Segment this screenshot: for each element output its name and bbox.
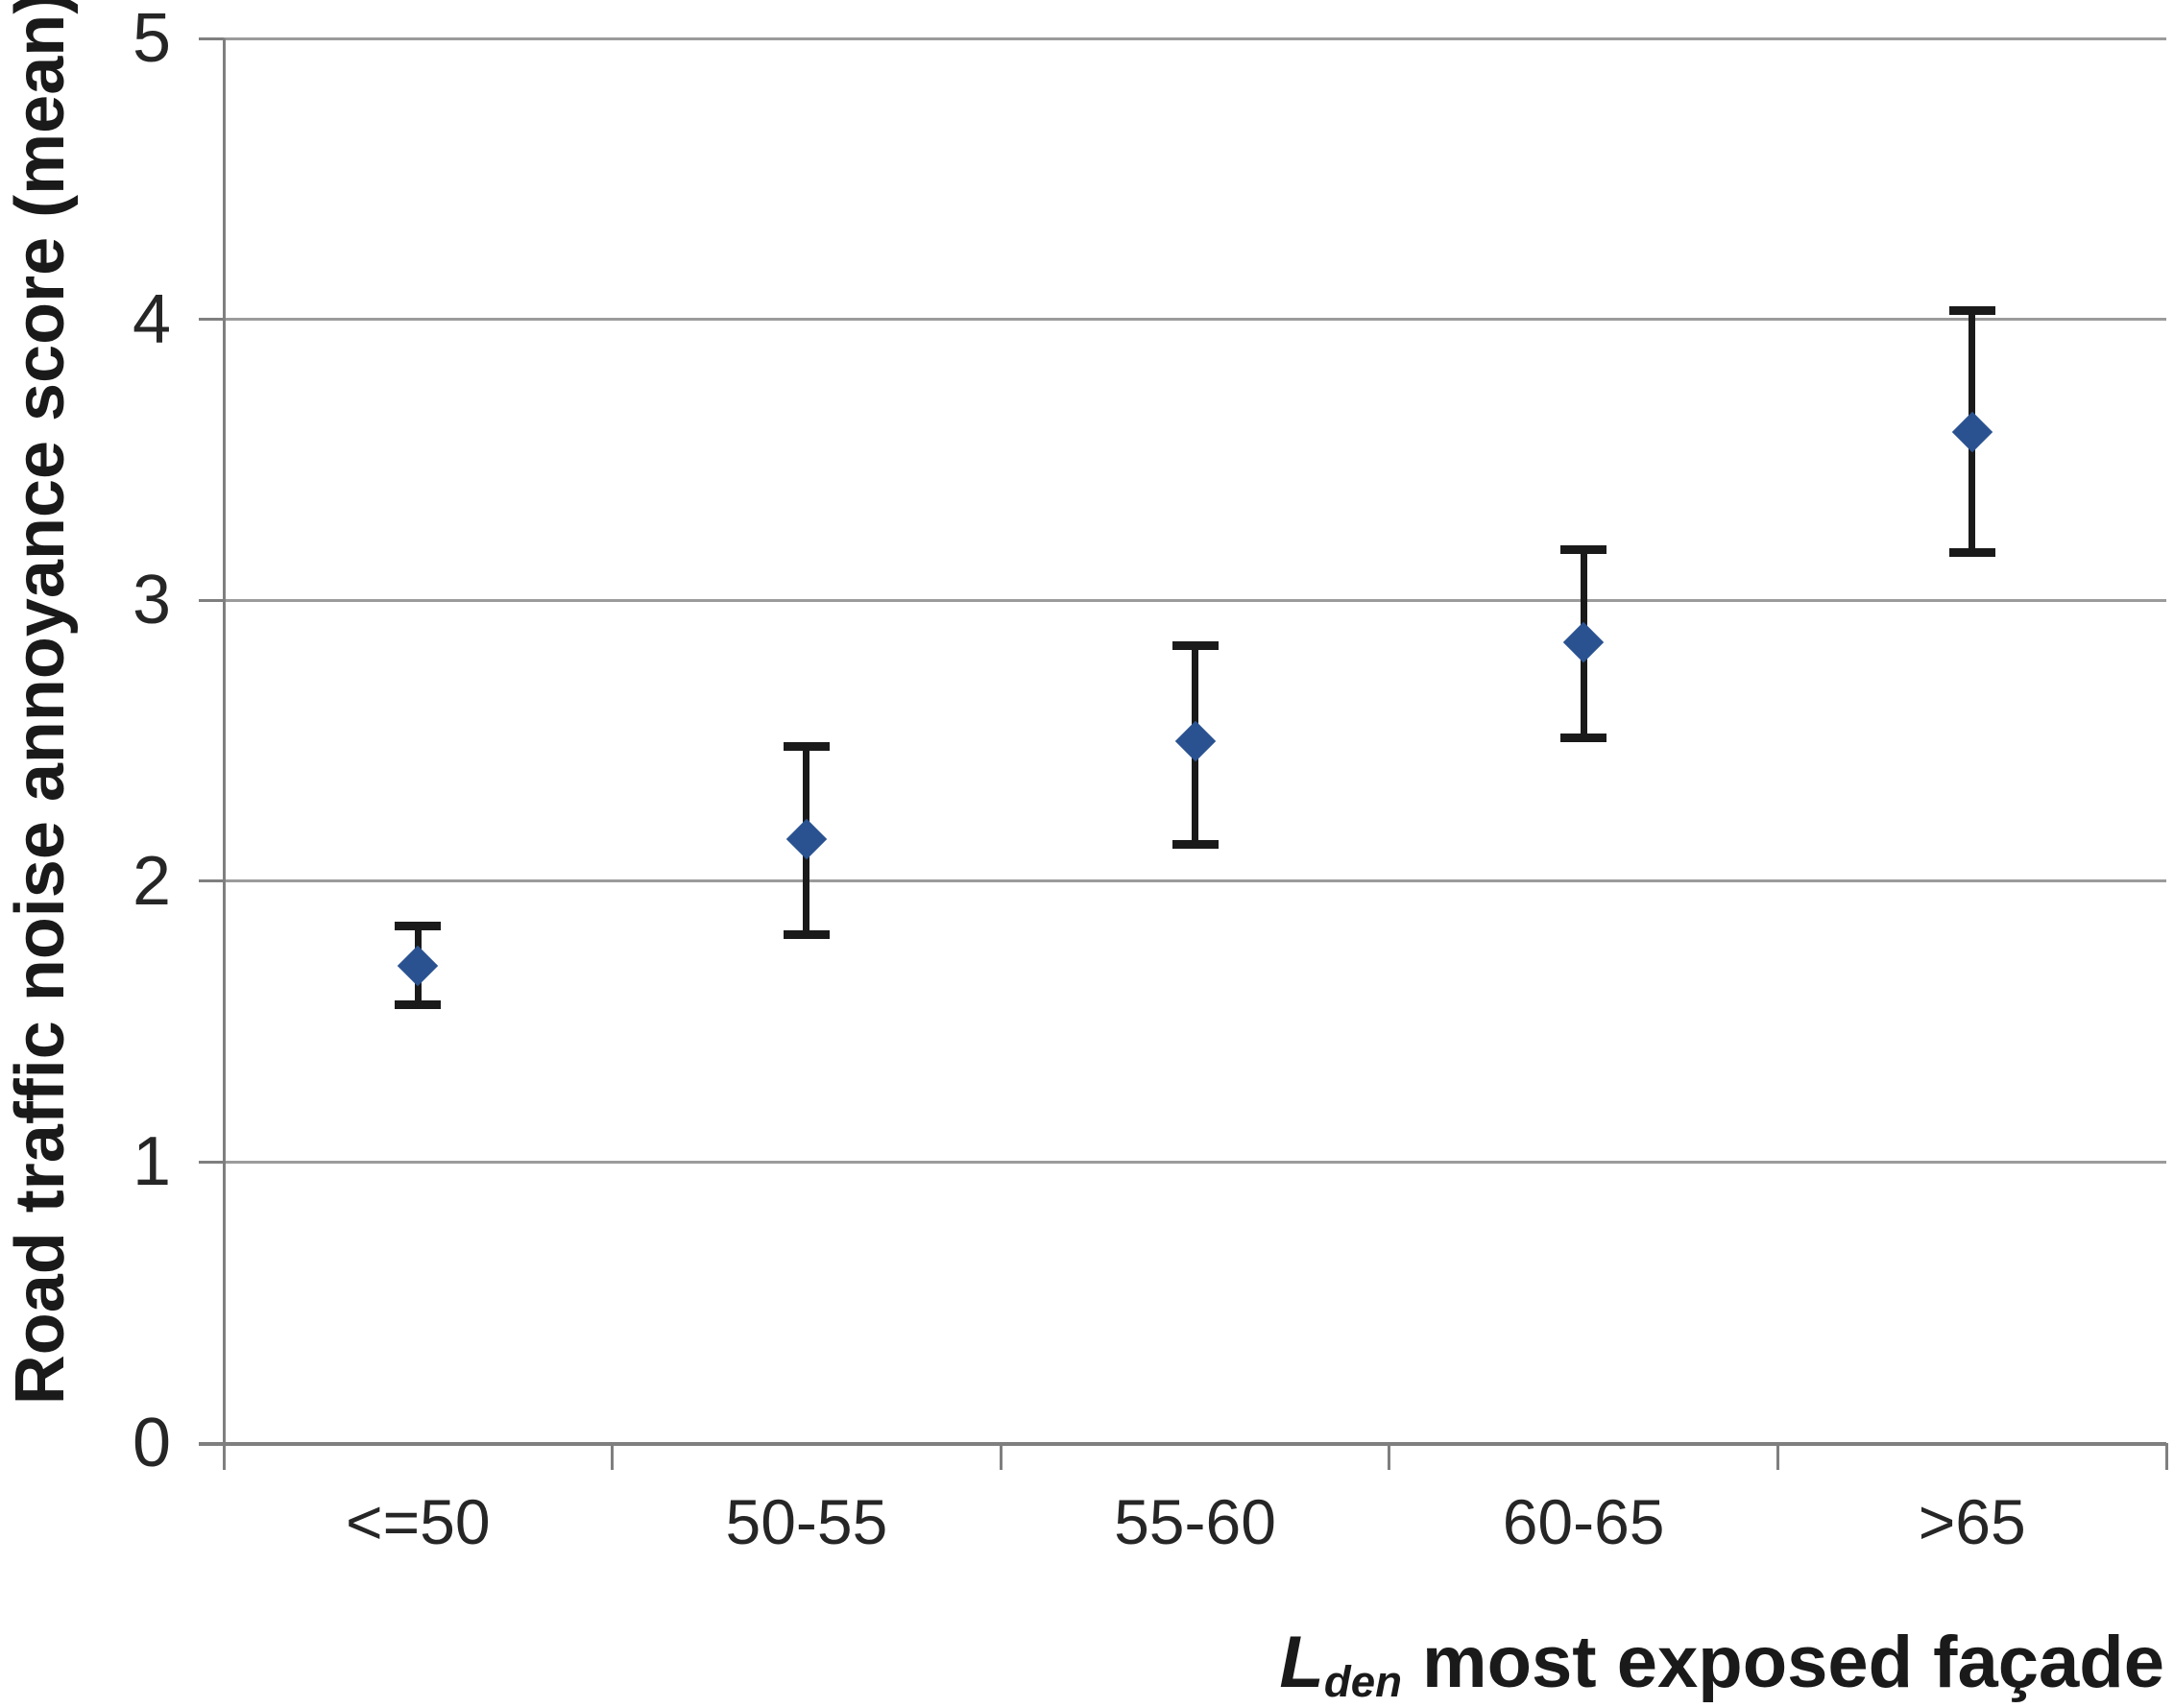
x-tick-4	[1775, 1443, 1779, 1470]
x-tick-1	[611, 1443, 615, 1470]
y-tick-label-0: 0	[132, 1405, 171, 1481]
x-axis-title-text: most exposed façade	[1401, 1622, 2164, 1703]
error-bar-cap-bottom	[783, 929, 830, 939]
lden-subscript: den	[1323, 1657, 1402, 1707]
error-bar-cap-top	[1172, 640, 1219, 650]
y-tick-label-5: 5	[132, 0, 171, 77]
error-bar-cap-top	[1948, 306, 1995, 316]
error-bar-cap-bottom	[1948, 547, 1995, 557]
x-tick-5	[2164, 1443, 2168, 1470]
data-point	[1951, 411, 1993, 452]
x-tick-label-0: <=50	[346, 1486, 491, 1557]
lden-symbol: L	[1279, 1622, 1324, 1703]
gridline-y-2	[224, 879, 2166, 883]
gridline-y-1	[224, 1160, 2166, 1164]
data-point	[1174, 720, 1216, 761]
y-tick-label-1: 1	[132, 1123, 171, 1201]
y-tick-label-3: 3	[132, 562, 171, 639]
data-point	[398, 945, 439, 986]
error-bar-cap-bottom	[395, 1000, 442, 1010]
x-tick-label-2: 55-60	[1114, 1486, 1276, 1557]
x-tick-label-3: 60-65	[1502, 1486, 1665, 1557]
data-point	[785, 818, 828, 860]
y-tick-3	[199, 598, 224, 602]
gridline-y-5	[224, 36, 2166, 40]
x-axis-line	[199, 1442, 2166, 1446]
x-tick-2	[999, 1443, 1002, 1470]
error-bar-cap-top	[1560, 545, 1607, 555]
y-tick-label-2: 2	[132, 842, 171, 920]
x-axis-title-symbol: Lden	[1279, 1622, 1402, 1707]
error-bar-cap-bottom	[1560, 734, 1607, 743]
y-tick-2	[199, 879, 224, 883]
x-axis-title: Lden most exposed façade	[1279, 1621, 2164, 1707]
gridline-y-3	[224, 598, 2166, 602]
y-tick-label-4: 4	[132, 280, 171, 358]
y-tick-0	[199, 1441, 224, 1445]
y-tick-5	[199, 36, 224, 40]
y-tick-1	[199, 1160, 224, 1164]
gridline-y-4	[224, 318, 2166, 322]
error-bar-cap-top	[395, 922, 442, 931]
y-tick-4	[199, 318, 224, 322]
x-tick-label-1: 50-55	[725, 1486, 888, 1557]
x-tick-label-4: >65	[1918, 1486, 2026, 1557]
error-bar-cap-bottom	[1172, 840, 1219, 850]
y-axis-line	[223, 38, 226, 1470]
error-bar-cap-top	[783, 741, 830, 751]
data-point	[1562, 621, 1605, 663]
x-tick-3	[1388, 1443, 1391, 1470]
